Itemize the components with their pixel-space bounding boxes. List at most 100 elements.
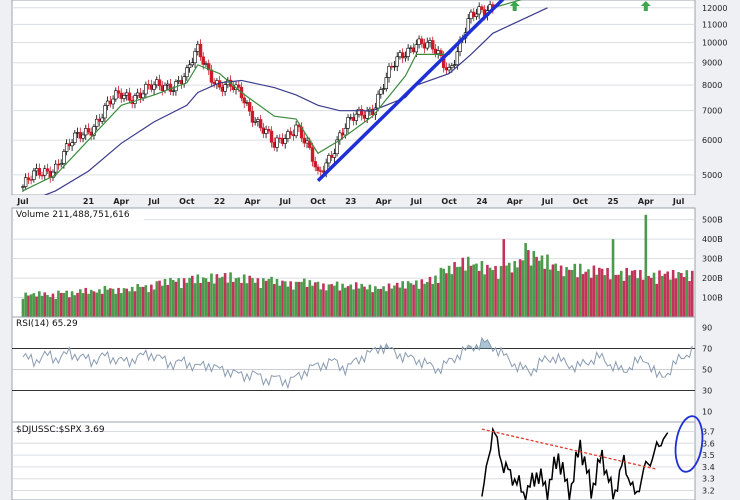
candle-body (340, 132, 345, 136)
price-tick-label: 10000 (702, 39, 727, 48)
rsi-tick-label: 90 (702, 324, 712, 333)
volume-bar (505, 265, 508, 317)
candle-body (381, 88, 386, 90)
volume-bar (559, 265, 563, 317)
volume-bar (73, 295, 77, 317)
volume-bar (425, 282, 429, 317)
candle-body (212, 81, 216, 85)
volume-bar (92, 291, 96, 317)
volume-bar (106, 289, 109, 317)
candle-body (400, 52, 405, 59)
volume-bar (234, 278, 238, 317)
volume-bar (308, 280, 312, 317)
volume-bar (300, 281, 303, 317)
candle-body (122, 95, 126, 99)
volume-bar (344, 287, 347, 317)
volume-bar (155, 281, 159, 317)
volume-bar (371, 292, 374, 317)
volume-bar (557, 270, 560, 317)
candle-body (256, 119, 260, 122)
volume-bar (341, 283, 344, 317)
volume-bar (461, 257, 465, 317)
candle-body (335, 139, 339, 155)
candle-body (204, 63, 208, 65)
candle-body (94, 118, 99, 127)
volume-bar (352, 289, 355, 317)
volume-bar (655, 283, 659, 317)
x-tick-label: 23 (345, 197, 356, 206)
candle-body (198, 43, 203, 58)
volume-bar (466, 256, 470, 317)
volume-bars (21, 214, 694, 317)
x-tick-label: Jul (16, 197, 29, 206)
candle-body (163, 84, 167, 91)
candle-body (305, 140, 309, 144)
price-panel (11, 0, 696, 196)
volume-bar (573, 263, 577, 317)
volume-bar (109, 288, 112, 317)
volume-bar (546, 254, 549, 317)
candle-body (425, 42, 429, 49)
candle-body (179, 80, 184, 85)
volume-bar (89, 289, 93, 317)
volume-bar (611, 239, 615, 317)
price-tick-label: 5000 (702, 171, 722, 180)
volume-bar (379, 288, 383, 317)
volume-bar (543, 268, 547, 317)
ratio-tick-label: 3.2 (702, 487, 715, 496)
candle-body (223, 84, 227, 92)
x-tick-label: Apr (638, 197, 654, 206)
candle-body (187, 64, 192, 69)
volume-bar (158, 280, 161, 317)
candle-body (45, 168, 50, 172)
volume-bar (289, 281, 292, 317)
volume-bar (516, 267, 519, 317)
candle-body (166, 83, 170, 86)
x-tick-label: Jul (278, 197, 291, 206)
candle-body (247, 102, 252, 112)
candle-body (34, 168, 39, 172)
volume-bar (311, 285, 314, 317)
volume-bar (529, 265, 533, 317)
x-axis-strip (12, 195, 695, 208)
volume-bar (193, 283, 197, 317)
volume-bar (262, 278, 265, 317)
volume-bar (253, 282, 257, 317)
candle-body (392, 65, 397, 68)
volume-bar (81, 293, 85, 317)
candle-body (280, 137, 285, 144)
volume-tick-label: 500B (702, 216, 723, 225)
volume-bar (65, 290, 68, 317)
volume-bar (76, 292, 79, 317)
volume-bar (423, 283, 426, 317)
candle-body (395, 56, 399, 67)
candle-body (157, 79, 162, 87)
volume-bar (191, 275, 194, 317)
volume-tick-label: 300B (702, 255, 723, 264)
volume-bar (335, 281, 339, 317)
candle-body (144, 84, 148, 95)
candle-body (114, 90, 118, 100)
ratio-tick-label: 3.3 (702, 475, 715, 484)
candle-body (390, 66, 394, 68)
candle-body (89, 131, 93, 136)
volume-bar (185, 282, 189, 317)
volume-bar (652, 272, 656, 317)
uptrend-line (316, 0, 505, 182)
volume-bar (177, 278, 180, 317)
volume-bar (617, 274, 620, 317)
candle-body (414, 44, 419, 53)
candle-body (346, 117, 350, 129)
volume-bar (35, 296, 38, 317)
volume-bar (29, 294, 33, 317)
volume-bar (688, 281, 691, 317)
rsi-tick-label: 50 (702, 366, 712, 375)
volume-bar (21, 298, 25, 317)
volume-tick-label: 100B (702, 294, 723, 303)
volume-bar (521, 260, 525, 317)
ratio-panel (11, 421, 696, 500)
volume-bar (458, 266, 462, 317)
candle-body (431, 40, 435, 50)
up-arrow-icon (509, 1, 520, 11)
volume-bar (327, 284, 331, 317)
